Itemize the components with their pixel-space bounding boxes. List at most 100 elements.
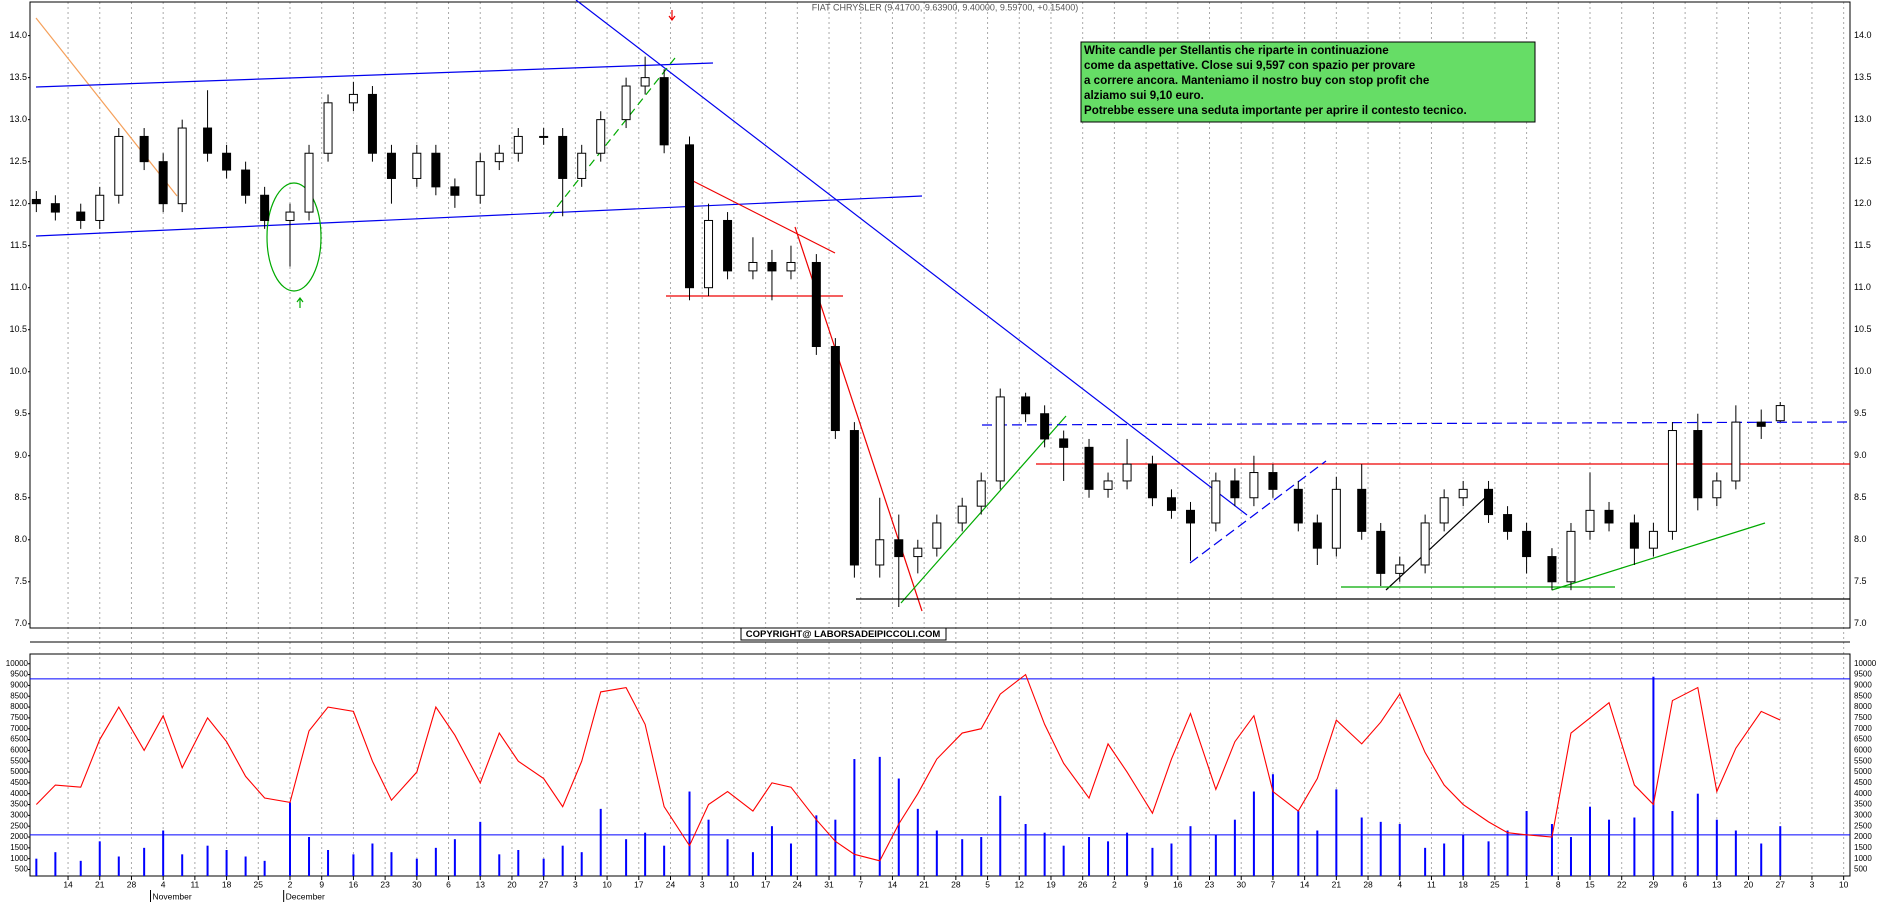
candle-body	[158, 161, 168, 205]
volume-bar	[815, 815, 818, 876]
y-tick-label: 8500	[1854, 691, 1872, 700]
volume-bar	[225, 850, 228, 876]
x-tick-label: 2	[1112, 879, 1117, 889]
y-tick-label: 3000	[10, 810, 28, 819]
candle-body	[1756, 421, 1766, 427]
x-tick-label: 11	[190, 879, 199, 889]
x-tick-label: 31	[824, 879, 834, 889]
x-tick-label: 5	[985, 879, 990, 889]
volume-bar	[625, 839, 628, 876]
candle-body	[1439, 497, 1449, 524]
volume-bar	[98, 841, 101, 876]
volume-bar	[1271, 774, 1274, 876]
candle-body	[1293, 488, 1303, 524]
x-tick-label: 27	[1776, 879, 1786, 889]
x-tick-label: 8	[1556, 879, 1561, 889]
volume-bar	[79, 860, 82, 876]
x-tick-label: 18	[1458, 879, 1468, 889]
volume-bar	[1233, 819, 1236, 876]
x-tick-label: 13	[476, 879, 486, 889]
trendline	[35, 195, 923, 237]
y-tick-label: 14.0	[1854, 30, 1872, 40]
y-tick-label: 4000	[10, 789, 28, 798]
volume-bar	[415, 858, 418, 876]
volume-bar	[542, 858, 545, 876]
y-tick-label: 10000	[1854, 659, 1877, 668]
y-tick-label: 3000	[1854, 810, 1872, 819]
volume-bar	[117, 856, 120, 876]
x-tick-label: 30	[412, 879, 422, 889]
volume-bar	[726, 839, 729, 876]
candle-body	[1693, 430, 1703, 499]
annotation-line: come da aspettative. Close sui 9,597 con…	[1084, 59, 1416, 72]
volume-bar	[1126, 832, 1129, 876]
y-tick-label: 1000	[10, 854, 28, 863]
x-tick-label: 9	[319, 879, 324, 889]
x-tick-label: 20	[1744, 879, 1754, 889]
candle-body	[1249, 472, 1259, 499]
y-tick-label: 11.0	[10, 282, 27, 292]
volume-bar	[1424, 847, 1427, 876]
candle-body	[1166, 497, 1176, 511]
volume-bar	[289, 802, 291, 876]
volume-bar	[935, 830, 938, 876]
grid	[67, 2, 1845, 876]
x-tick-label: 19	[1046, 879, 1056, 889]
y-tick-label: 13.0	[1854, 114, 1872, 124]
volume-bar	[1151, 847, 1154, 876]
y-tick-label: 4500	[1854, 778, 1872, 787]
volume-bar	[162, 830, 165, 876]
y-tick-label: 7.0	[1854, 618, 1867, 628]
volume-bar	[1589, 806, 1591, 876]
x-tick-label: 24	[666, 879, 676, 889]
y-tick-label: 9000	[10, 681, 28, 690]
y-tick-label: 6500	[1854, 735, 1872, 744]
y-tick-label: 500	[1854, 865, 1868, 874]
candle-body	[1420, 522, 1430, 566]
volume-bar	[1214, 834, 1217, 876]
candle-body	[849, 430, 859, 566]
y-tick-label: 3500	[1854, 800, 1872, 809]
x-tick-label: 12	[1015, 879, 1025, 889]
x-tick-label: 27	[539, 879, 549, 889]
y-tick-label: 2000	[10, 832, 28, 841]
x-tick-label: 14	[63, 879, 73, 889]
annotation-line: alziamo sui 9,10 euro.	[1084, 89, 1204, 102]
candle-body	[50, 203, 60, 213]
volume-bar	[327, 850, 330, 876]
x-tick-label: 26	[1078, 879, 1088, 889]
candle-body	[1185, 509, 1195, 524]
candle-body	[114, 135, 124, 196]
y-tick-label: 8.0	[1854, 534, 1867, 544]
volume-bar	[453, 839, 456, 876]
volume-bar	[1779, 826, 1782, 876]
x-tick-label: 7	[1271, 879, 1276, 889]
trendlines	[35, 0, 1851, 612]
candle-body	[412, 152, 422, 179]
volume-bar	[1608, 819, 1611, 876]
y-tick-label: 4000	[1854, 789, 1872, 798]
y-tick-label: 7000	[10, 724, 28, 733]
candle-body	[139, 135, 149, 163]
volume-bar	[789, 843, 792, 876]
x-tick-label: 14	[888, 879, 898, 889]
y-tick-label: 5500	[10, 756, 28, 765]
volume-bar	[244, 856, 247, 876]
y-tick-label: 2500	[1854, 821, 1872, 830]
candle-body	[1268, 472, 1278, 490]
candle-body	[577, 152, 587, 179]
trendline	[1189, 460, 1327, 564]
volume-bar	[663, 845, 666, 876]
candle-body	[1331, 488, 1341, 549]
y-tick-label: 5000	[10, 767, 28, 776]
x-tick-label: 16	[349, 879, 359, 889]
y-tick-label: 6500	[10, 735, 28, 744]
y-tick-label: 9500	[10, 670, 28, 679]
candle-body	[386, 152, 396, 179]
volume-bar	[853, 759, 856, 876]
trendline	[35, 62, 714, 88]
candle-body	[177, 127, 187, 205]
y-tick-label: 2000	[1854, 832, 1872, 841]
candle-body	[323, 102, 333, 154]
marks	[30, 56, 1850, 876]
